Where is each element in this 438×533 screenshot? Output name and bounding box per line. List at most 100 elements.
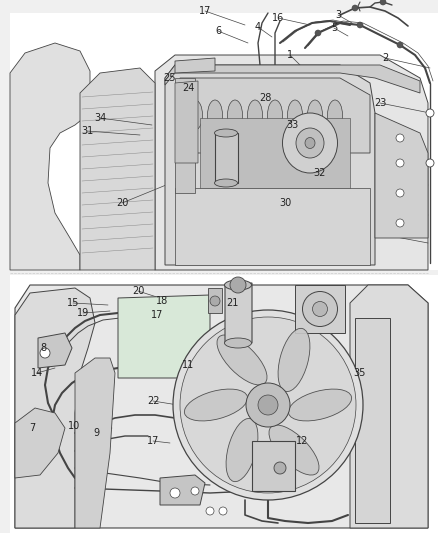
Circle shape bbox=[397, 42, 403, 48]
Ellipse shape bbox=[225, 280, 251, 290]
Text: 6: 6 bbox=[215, 26, 221, 36]
Text: 1: 1 bbox=[287, 50, 293, 60]
Text: 20: 20 bbox=[132, 286, 144, 296]
Circle shape bbox=[180, 317, 356, 493]
Ellipse shape bbox=[208, 100, 223, 130]
Text: 30: 30 bbox=[279, 198, 291, 208]
Polygon shape bbox=[165, 65, 375, 265]
Text: 14: 14 bbox=[31, 368, 43, 378]
Circle shape bbox=[396, 189, 404, 197]
Text: 7: 7 bbox=[29, 423, 35, 433]
Circle shape bbox=[274, 462, 286, 474]
Circle shape bbox=[396, 134, 404, 142]
Polygon shape bbox=[175, 81, 198, 163]
Polygon shape bbox=[175, 188, 370, 265]
Polygon shape bbox=[200, 118, 350, 188]
Text: 4: 4 bbox=[255, 22, 261, 32]
Text: 24: 24 bbox=[182, 83, 194, 93]
Polygon shape bbox=[355, 318, 390, 523]
Polygon shape bbox=[15, 408, 65, 478]
Circle shape bbox=[315, 30, 321, 36]
Polygon shape bbox=[208, 288, 222, 313]
Polygon shape bbox=[180, 78, 370, 153]
Polygon shape bbox=[165, 65, 420, 93]
Text: 21: 21 bbox=[226, 298, 238, 308]
Ellipse shape bbox=[307, 100, 322, 130]
Circle shape bbox=[40, 348, 50, 358]
Polygon shape bbox=[80, 68, 155, 270]
Ellipse shape bbox=[268, 100, 283, 130]
Ellipse shape bbox=[225, 338, 251, 348]
Polygon shape bbox=[175, 78, 195, 193]
Text: 12: 12 bbox=[296, 436, 308, 446]
Text: 9: 9 bbox=[93, 428, 99, 438]
Circle shape bbox=[396, 159, 404, 167]
Polygon shape bbox=[252, 441, 295, 491]
Text: 5: 5 bbox=[331, 23, 337, 33]
Circle shape bbox=[230, 277, 246, 293]
Ellipse shape bbox=[328, 100, 343, 130]
Text: 25: 25 bbox=[164, 73, 176, 83]
Ellipse shape bbox=[303, 292, 338, 327]
Polygon shape bbox=[225, 283, 252, 343]
Text: 20: 20 bbox=[116, 198, 128, 208]
Text: 33: 33 bbox=[286, 120, 298, 130]
Text: 17: 17 bbox=[147, 436, 159, 446]
Ellipse shape bbox=[312, 302, 328, 317]
Circle shape bbox=[426, 159, 434, 167]
Polygon shape bbox=[350, 285, 428, 528]
Text: 35: 35 bbox=[354, 368, 366, 378]
Circle shape bbox=[396, 219, 404, 227]
Polygon shape bbox=[375, 113, 428, 238]
Circle shape bbox=[426, 109, 434, 117]
Text: 31: 31 bbox=[81, 126, 93, 136]
Text: 23: 23 bbox=[374, 98, 386, 108]
Circle shape bbox=[246, 383, 290, 427]
Polygon shape bbox=[155, 55, 428, 270]
Circle shape bbox=[357, 22, 363, 28]
Ellipse shape bbox=[247, 100, 262, 130]
Text: 2: 2 bbox=[382, 53, 388, 63]
Ellipse shape bbox=[283, 113, 338, 173]
Text: 11: 11 bbox=[182, 360, 194, 370]
Text: 10: 10 bbox=[68, 421, 80, 431]
Text: 28: 28 bbox=[259, 93, 271, 103]
Polygon shape bbox=[10, 43, 90, 270]
Polygon shape bbox=[295, 285, 345, 333]
Text: 17: 17 bbox=[199, 6, 211, 16]
Circle shape bbox=[173, 310, 363, 500]
Ellipse shape bbox=[296, 128, 324, 158]
Polygon shape bbox=[175, 58, 215, 73]
Ellipse shape bbox=[217, 335, 267, 385]
Text: 3: 3 bbox=[335, 10, 341, 20]
Text: 19: 19 bbox=[77, 308, 89, 318]
Polygon shape bbox=[215, 133, 238, 183]
Ellipse shape bbox=[226, 418, 258, 482]
Text: 34: 34 bbox=[94, 113, 106, 123]
Circle shape bbox=[380, 0, 386, 5]
Ellipse shape bbox=[288, 389, 352, 421]
Circle shape bbox=[352, 5, 358, 11]
Ellipse shape bbox=[278, 328, 310, 392]
Polygon shape bbox=[118, 295, 210, 378]
Ellipse shape bbox=[269, 425, 319, 475]
Ellipse shape bbox=[215, 129, 237, 137]
Text: 17: 17 bbox=[151, 310, 163, 320]
Ellipse shape bbox=[305, 138, 315, 149]
Circle shape bbox=[258, 395, 278, 415]
Text: 22: 22 bbox=[147, 396, 159, 406]
Circle shape bbox=[170, 488, 180, 498]
Circle shape bbox=[191, 487, 199, 495]
Polygon shape bbox=[15, 288, 95, 528]
Polygon shape bbox=[75, 358, 115, 528]
Polygon shape bbox=[10, 13, 438, 270]
Polygon shape bbox=[160, 475, 205, 505]
Ellipse shape bbox=[187, 100, 202, 130]
Polygon shape bbox=[15, 285, 428, 528]
Circle shape bbox=[210, 296, 220, 306]
Text: 32: 32 bbox=[314, 168, 326, 178]
Ellipse shape bbox=[287, 100, 303, 130]
Text: 16: 16 bbox=[272, 13, 284, 23]
Ellipse shape bbox=[227, 100, 243, 130]
Ellipse shape bbox=[184, 389, 247, 421]
